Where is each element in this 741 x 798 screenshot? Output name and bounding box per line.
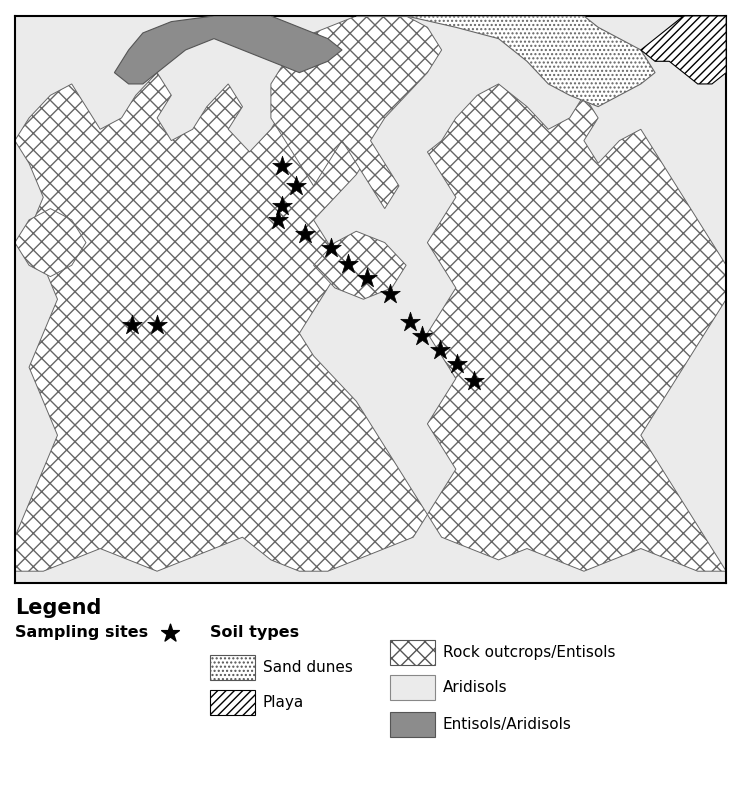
Polygon shape (356, 16, 655, 107)
Polygon shape (15, 73, 428, 571)
Bar (390, 640, 435, 665)
Point (126, 318, 138, 331)
Polygon shape (313, 231, 406, 299)
Polygon shape (114, 16, 342, 84)
Point (361, 271, 373, 284)
Point (276, 200, 288, 212)
Text: Sampling sites: Sampling sites (15, 625, 148, 640)
Point (276, 160, 288, 172)
Bar (210, 689, 255, 715)
Text: Entisols/Aridisols: Entisols/Aridisols (443, 717, 572, 733)
Point (468, 375, 479, 388)
Point (416, 330, 428, 342)
Text: Playa: Playa (263, 695, 305, 710)
Text: Legend: Legend (15, 598, 102, 618)
Point (299, 227, 311, 240)
Point (404, 315, 416, 328)
Bar (210, 654, 255, 680)
Polygon shape (641, 16, 726, 84)
Point (325, 242, 337, 255)
Point (290, 180, 302, 192)
Text: Rock outcrops/Entisols: Rock outcrops/Entisols (443, 646, 616, 660)
Bar (390, 712, 435, 737)
Polygon shape (271, 16, 442, 208)
Polygon shape (15, 208, 86, 277)
Point (451, 358, 463, 371)
Point (151, 318, 163, 331)
Point (434, 344, 446, 357)
Bar (390, 675, 435, 700)
Text: Soil types: Soil types (210, 625, 299, 640)
Point (342, 258, 353, 271)
Polygon shape (428, 84, 726, 571)
Text: Sand dunes: Sand dunes (263, 660, 353, 675)
Point (385, 287, 396, 300)
Point (272, 214, 284, 227)
Point (164, 626, 176, 639)
Text: Aridisols: Aridisols (443, 680, 508, 695)
